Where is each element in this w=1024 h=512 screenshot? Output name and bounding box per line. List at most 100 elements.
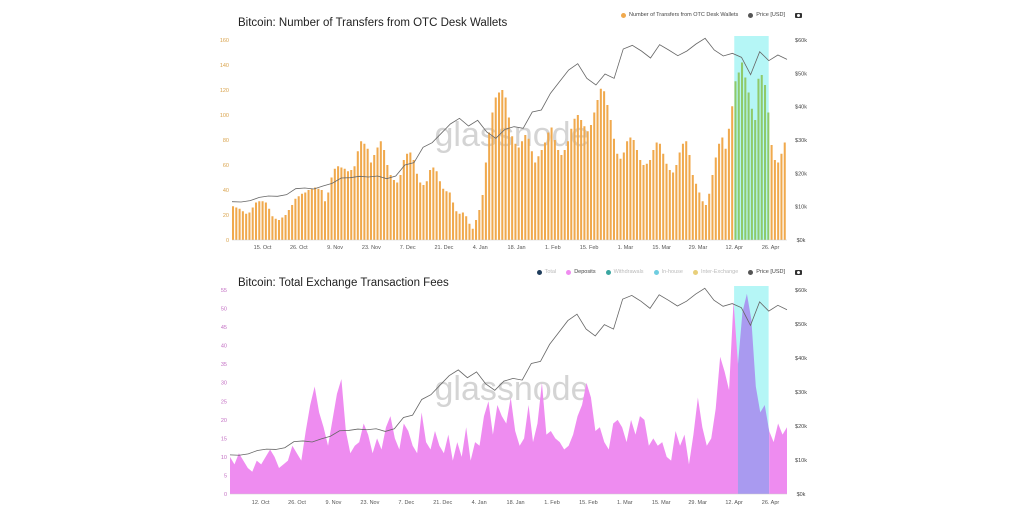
bar <box>563 150 566 240</box>
y-left-tick-label: 80 <box>223 138 229 144</box>
bar <box>540 150 543 240</box>
bar <box>599 88 602 240</box>
y-right-tick-label: $60k <box>795 38 807 44</box>
bar <box>593 112 596 240</box>
legend-item-inter-exchange[interactable]: Inter-Exchange <box>692 269 738 275</box>
x-tick-label: 15. Mar <box>652 500 671 506</box>
bar <box>665 163 668 240</box>
y-right-tick-label: $30k <box>795 138 807 144</box>
bar <box>455 211 458 240</box>
bar <box>484 162 487 240</box>
bar <box>274 218 277 240</box>
bar <box>258 201 261 240</box>
bar <box>261 201 264 240</box>
bar <box>307 190 310 240</box>
legend-item-in-house[interactable]: In-house <box>653 269 683 275</box>
bar <box>369 162 372 240</box>
y-left-tick-label: 40 <box>221 344 227 350</box>
x-tick-label: 12. Oct <box>252 500 270 506</box>
y-left-tick-label: 20 <box>221 418 227 424</box>
deposits-area <box>230 301 738 494</box>
bar <box>422 185 425 240</box>
legend-item-otc-transfers[interactable]: Number of Transfers from OTC Desk Wallet… <box>621 12 738 18</box>
bar <box>281 217 284 240</box>
bar <box>238 208 241 240</box>
bar <box>760 75 763 240</box>
bar <box>767 112 770 240</box>
legend-item-deposits[interactable]: Deposits <box>566 269 596 275</box>
legend-dot <box>653 269 659 275</box>
bar <box>718 143 721 240</box>
legend-label: In-house <box>661 269 683 275</box>
bar <box>626 141 629 240</box>
camera-icon[interactable] <box>795 269 802 275</box>
legend-label: Price [USD] <box>756 269 785 275</box>
legend-item-withdrawals[interactable]: Withdrawals <box>605 269 644 275</box>
x-tick-label: 4. Jan <box>473 245 488 251</box>
bar <box>452 202 455 240</box>
bar <box>396 182 399 240</box>
legend-item-price[interactable]: Price [USD] <box>748 269 785 275</box>
x-tick-label: 9. Nov <box>327 245 343 251</box>
legend-label: Price [USD] <box>756 12 785 18</box>
bar <box>557 150 560 240</box>
y-right-tick-label: $20k <box>795 171 807 177</box>
bar <box>645 163 648 240</box>
y-left-tick-label: 120 <box>220 88 229 94</box>
x-tick-label: 21. Dec <box>434 245 453 251</box>
bar <box>550 127 553 240</box>
bar <box>498 92 501 240</box>
bar <box>543 142 547 240</box>
y-left-tick-label: 30 <box>221 381 227 387</box>
bar <box>655 142 658 240</box>
camera-icon[interactable] <box>795 12 802 18</box>
y-right-tick-label: $10k <box>795 205 807 211</box>
x-tick-label: 12. Apr <box>725 500 743 506</box>
y-left-tick-label: 15 <box>221 436 227 442</box>
bar <box>606 105 609 240</box>
y-left-tick-label: 45 <box>221 325 227 331</box>
chart-title: Bitcoin: Total Exchange Transaction Fees <box>238 277 449 289</box>
y-right-tick-label: $0k <box>797 238 806 244</box>
bar <box>721 137 724 240</box>
y-right-tick-label: $0k <box>797 492 806 498</box>
bar <box>300 193 303 240</box>
y-left-tick-label: 20 <box>223 213 229 219</box>
legend-dot <box>748 269 754 275</box>
bar <box>494 97 497 240</box>
bar <box>662 153 665 240</box>
x-tick-label: 15. Feb <box>579 500 598 506</box>
bar <box>583 126 586 240</box>
legend-item-total[interactable]: Total <box>536 269 556 275</box>
bar <box>711 175 714 240</box>
y-left-tick-label: 35 <box>221 362 227 368</box>
bar <box>291 205 294 240</box>
bar <box>425 181 428 240</box>
bar <box>419 182 422 240</box>
bar <box>698 192 701 240</box>
bar <box>757 78 760 240</box>
price-line <box>229 287 788 456</box>
chart-legend: Total Deposits Withdrawals In-house Inte… <box>536 269 802 275</box>
legend-dot <box>748 12 754 18</box>
bar <box>616 153 619 240</box>
bar <box>504 97 507 240</box>
bar <box>376 147 379 240</box>
y-right-tick-label: $20k <box>795 424 807 430</box>
bar <box>642 165 645 240</box>
legend-item-price[interactable]: Price [USD] <box>748 12 785 18</box>
y-right-tick-label: $40k <box>795 105 807 111</box>
x-tick-label: 12. Apr <box>726 245 744 251</box>
bar <box>586 131 589 240</box>
bar <box>363 143 366 240</box>
chart-title: Bitcoin: Number of Transfers from OTC De… <box>238 17 508 29</box>
bar <box>373 155 376 240</box>
bar <box>481 195 484 240</box>
bar <box>701 201 704 240</box>
bar <box>750 108 753 240</box>
bar <box>783 142 786 240</box>
x-tick-label: 29. Mar <box>688 500 707 506</box>
bar <box>507 117 510 240</box>
bar <box>333 168 336 240</box>
bar <box>566 141 570 240</box>
